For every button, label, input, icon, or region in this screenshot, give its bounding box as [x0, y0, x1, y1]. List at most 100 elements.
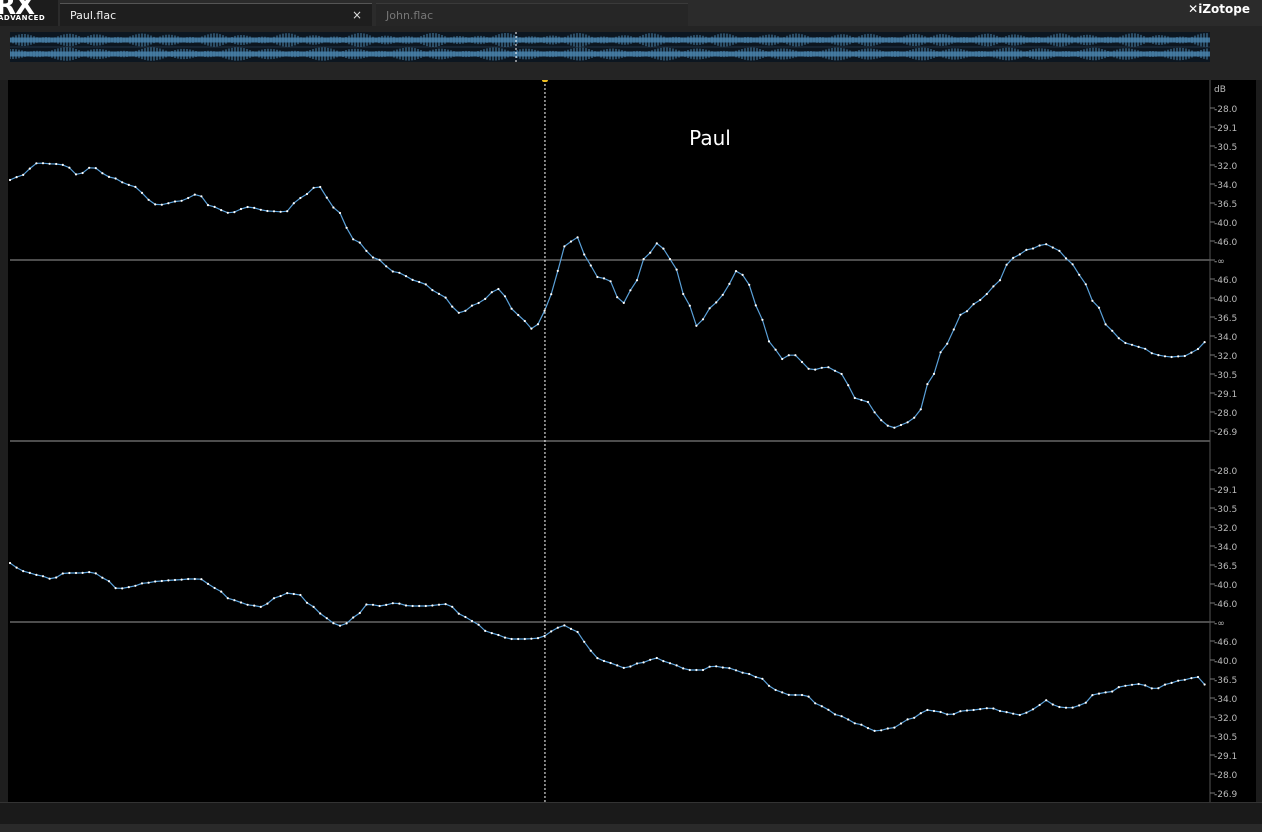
- sample-point[interactable]: [55, 162, 58, 166]
- sample-point[interactable]: [147, 581, 150, 584]
- sample-point[interactable]: [972, 303, 975, 306]
- sample-point[interactable]: [1012, 256, 1015, 259]
- sample-point[interactable]: [622, 301, 625, 304]
- sample-point[interactable]: [1045, 699, 1048, 702]
- sample-point[interactable]: [371, 603, 375, 606]
- sample-point[interactable]: [444, 603, 447, 606]
- sample-point[interactable]: [998, 709, 1002, 713]
- sample-point[interactable]: [140, 191, 144, 194]
- sample-point[interactable]: [965, 709, 969, 712]
- sample-point[interactable]: [807, 695, 810, 698]
- sample-point[interactable]: [101, 172, 104, 175]
- sample-point[interactable]: [253, 604, 256, 607]
- sample-point[interactable]: [1064, 257, 1068, 260]
- sample-point[interactable]: [206, 582, 210, 586]
- sample-point[interactable]: [279, 210, 282, 213]
- sample-point[interactable]: [338, 624, 342, 627]
- sample-point[interactable]: [1137, 345, 1140, 348]
- sample-point[interactable]: [556, 269, 559, 272]
- sample-point[interactable]: [1150, 687, 1153, 690]
- sample-point[interactable]: [800, 693, 804, 697]
- sample-point[interactable]: [649, 658, 652, 661]
- sample-point[interactable]: [1124, 341, 1127, 345]
- sample-point[interactable]: [239, 601, 243, 604]
- sample-point[interactable]: [497, 633, 500, 637]
- sample-point[interactable]: [952, 328, 955, 331]
- sample-point[interactable]: [840, 715, 843, 718]
- sample-point[interactable]: [418, 604, 421, 608]
- sample-point[interactable]: [147, 198, 150, 201]
- sample-point[interactable]: [226, 597, 229, 600]
- sample-point[interactable]: [880, 419, 883, 422]
- sample-point[interactable]: [1038, 703, 1041, 707]
- sample-point[interactable]: [939, 351, 942, 354]
- sample-point[interactable]: [893, 726, 896, 729]
- sample-point[interactable]: [906, 421, 909, 424]
- sample-point[interactable]: [1084, 283, 1087, 286]
- sample-point[interactable]: [965, 310, 969, 313]
- sample-point[interactable]: [352, 616, 355, 619]
- sample-point[interactable]: [424, 283, 427, 286]
- sample-point[interactable]: [734, 669, 738, 672]
- sample-point[interactable]: [338, 211, 342, 215]
- sample-point[interactable]: [873, 729, 876, 733]
- sample-point[interactable]: [550, 293, 553, 296]
- sample-point[interactable]: [127, 586, 130, 589]
- sample-point[interactable]: [312, 186, 315, 189]
- sample-point[interactable]: [761, 677, 764, 680]
- sample-point[interactable]: [1130, 343, 1134, 346]
- sample-point[interactable]: [81, 571, 84, 575]
- sample-point[interactable]: [800, 360, 804, 364]
- sample-point[interactable]: [233, 211, 236, 214]
- sample-point[interactable]: [926, 383, 929, 386]
- waveform-channel-bottom[interactable]: [9, 562, 1206, 732]
- sample-point[interactable]: [688, 304, 691, 307]
- sample-point[interactable]: [550, 630, 553, 633]
- sample-point[interactable]: [1058, 705, 1061, 709]
- sample-point[interactable]: [820, 705, 823, 708]
- sample-point[interactable]: [701, 318, 705, 321]
- sample-point[interactable]: [629, 665, 632, 668]
- sample-point[interactable]: [484, 297, 487, 300]
- sample-point[interactable]: [477, 301, 480, 305]
- sample-point[interactable]: [708, 307, 711, 310]
- sample-point[interactable]: [840, 372, 843, 376]
- sample-point[interactable]: [662, 660, 665, 663]
- sample-point[interactable]: [154, 580, 157, 583]
- sample-point[interactable]: [635, 279, 639, 282]
- sample-point[interactable]: [1005, 263, 1008, 266]
- sample-point[interactable]: [28, 571, 31, 575]
- sample-point[interactable]: [787, 693, 790, 697]
- sample-point[interactable]: [649, 251, 652, 254]
- sample-point[interactable]: [200, 195, 203, 198]
- sample-point[interactable]: [688, 668, 691, 672]
- sample-point[interactable]: [972, 708, 975, 712]
- sample-point[interactable]: [728, 667, 731, 670]
- sample-point[interactable]: [1124, 684, 1127, 687]
- sample-point[interactable]: [774, 348, 777, 351]
- sample-point[interactable]: [814, 368, 817, 371]
- sample-point[interactable]: [682, 292, 685, 296]
- sample-point[interactable]: [642, 661, 645, 664]
- sample-point[interactable]: [781, 357, 784, 361]
- sample-point[interactable]: [701, 668, 705, 672]
- sample-point[interactable]: [919, 712, 922, 715]
- sample-point[interactable]: [1045, 243, 1048, 246]
- sample-point[interactable]: [431, 289, 434, 292]
- sample-point[interactable]: [530, 637, 533, 640]
- sample-point[interactable]: [774, 688, 777, 692]
- sample-point[interactable]: [1117, 337, 1120, 340]
- sample-point[interactable]: [556, 626, 559, 629]
- sample-point[interactable]: [140, 582, 144, 585]
- sample-point[interactable]: [781, 691, 784, 694]
- sample-point[interactable]: [1144, 684, 1147, 687]
- sample-point[interactable]: [748, 672, 751, 676]
- sample-point[interactable]: [576, 630, 579, 634]
- sample-point[interactable]: [305, 192, 309, 196]
- sample-point[interactable]: [1163, 683, 1167, 686]
- sample-point[interactable]: [398, 271, 401, 274]
- sample-point[interactable]: [200, 578, 203, 581]
- sample-point[interactable]: [28, 167, 31, 170]
- sample-point[interactable]: [767, 684, 771, 687]
- sample-point[interactable]: [101, 576, 104, 579]
